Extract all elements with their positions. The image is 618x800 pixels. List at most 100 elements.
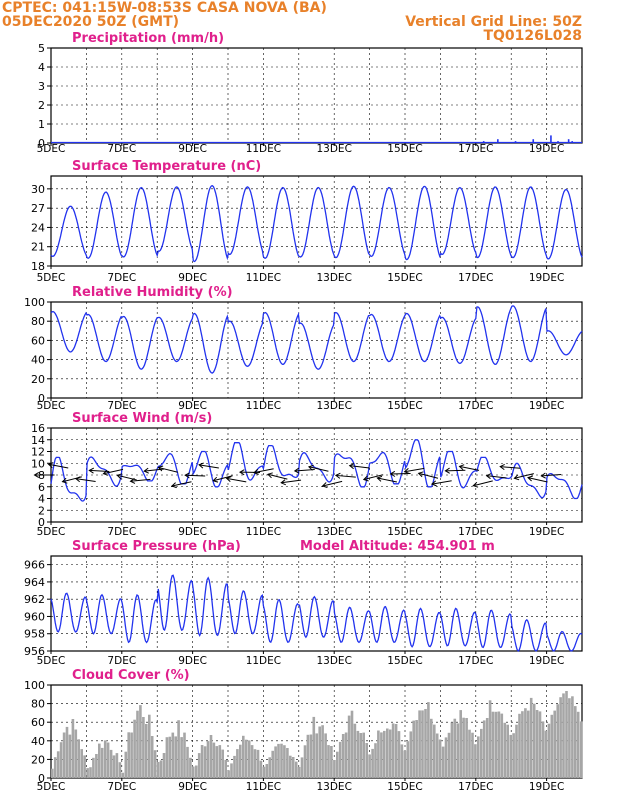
rh-xtick-label: 19DEC: [529, 400, 564, 412]
wind-arrowhead: [513, 474, 520, 481]
rh-xtick-label: 15DEC: [387, 400, 422, 412]
cloud-ytick-label: 60: [31, 716, 45, 729]
cloud-bar: [380, 732, 383, 778]
cloud-bar: [65, 726, 69, 778]
precip-xtick-label: 5DEC: [37, 143, 66, 155]
precip-ytick-label: 4: [38, 61, 45, 74]
wind-arrow: [158, 466, 178, 473]
rh-ytick-label: 100: [24, 296, 45, 309]
cloud-bar: [491, 711, 495, 778]
wind-arrowhead: [266, 472, 273, 479]
rh-ytick-label: 40: [31, 354, 45, 367]
precip-xtick-label: 13DEC: [316, 143, 351, 155]
cloud-bar: [482, 720, 486, 778]
wind-arrow: [130, 478, 151, 482]
temp-xtick-label: 9DEC: [178, 272, 207, 284]
wind-xtick-label: 15DEC: [387, 526, 422, 538]
precip-xtick-label: 7DEC: [107, 143, 136, 155]
cloud-bar: [368, 754, 371, 778]
cloud-bar: [518, 713, 521, 778]
temp-xtick-label: 7DEC: [107, 272, 136, 284]
cloud-bar: [394, 724, 398, 778]
cloud-bar: [524, 708, 527, 778]
wind-arrow: [527, 477, 548, 483]
cloud-bar: [294, 761, 298, 778]
wind-arrow: [431, 480, 452, 485]
wind-ytick-label: 4: [38, 493, 45, 506]
cloud-bar: [127, 732, 130, 778]
cloud-bar: [433, 724, 436, 778]
wind-arrowhead: [389, 470, 396, 477]
rh-title: Relative Humidity (%): [72, 285, 233, 300]
wind-ytick-label: 6: [38, 481, 45, 494]
cloud-bar: [124, 751, 128, 778]
cloud-bar: [274, 746, 277, 778]
pressure-xtick-label: 17DEC: [458, 655, 493, 667]
cloud-bar: [333, 760, 336, 778]
cloud-bar: [253, 749, 257, 778]
rh-xtick-label: 13DEC: [316, 400, 351, 412]
cloud-bar: [236, 749, 239, 778]
wind-arrowhead: [170, 482, 177, 489]
wind-arrow: [213, 475, 233, 482]
cloud-bar: [150, 736, 154, 778]
cloud-bar: [515, 724, 518, 778]
wind-arrow: [322, 480, 343, 487]
cloud-bar: [562, 693, 565, 778]
cloud-bar: [80, 749, 83, 778]
pressure-ytick-label: 964: [24, 576, 45, 589]
cloud-bar: [447, 732, 451, 778]
precip-ytick-label: 5: [38, 42, 45, 55]
cloud-bar: [291, 757, 295, 778]
wind-arrowhead: [403, 468, 410, 474]
temp-series-line: [50, 184, 583, 263]
cloud-bar: [336, 751, 339, 778]
cloud-bar: [430, 718, 433, 778]
cloud-bar: [362, 732, 365, 778]
cloud-bar: [556, 704, 559, 778]
cloud-bar: [136, 710, 139, 778]
vertical-grid-note: Vertical Grid Line: 50Z: [405, 14, 582, 30]
rh-xtick-label: 9DEC: [178, 400, 207, 412]
wind-arrow: [335, 474, 356, 478]
pressure-ytick-label: 966: [24, 559, 45, 572]
wind-arrow: [349, 465, 370, 469]
cloud-bar: [165, 737, 169, 778]
wind-xtick-label: 19DEC: [529, 526, 564, 538]
precip-ytick-label: 1: [38, 118, 45, 131]
cloud-bar: [283, 745, 286, 778]
cloud-bar: [327, 745, 330, 778]
cloud-bar: [215, 746, 219, 778]
cloud-bar: [371, 748, 374, 778]
cloud-bar: [92, 757, 95, 778]
precip-bar: [497, 139, 499, 143]
cloud-bar: [224, 759, 227, 778]
wind-arrowhead: [47, 462, 54, 468]
cloud-bar: [180, 737, 183, 778]
wind-arrow: [377, 477, 397, 483]
wind-arrowhead: [239, 469, 245, 476]
cloud-bar: [485, 718, 489, 778]
cloud-bar: [221, 749, 224, 778]
cloud-bar: [450, 722, 454, 778]
rh-ytick-label: 80: [31, 315, 45, 328]
wind-arrow: [253, 468, 274, 474]
wind-xtick-label: 7DEC: [107, 526, 136, 538]
cloud-bar: [397, 731, 401, 778]
wind-arrowhead: [430, 480, 437, 487]
wind-arrowhead: [61, 477, 68, 484]
cloud-bar: [421, 710, 424, 778]
cloud-bar: [197, 753, 201, 778]
cloud-title: Cloud Cover (%): [72, 668, 190, 683]
pressure-xtick-label: 19DEC: [529, 655, 564, 667]
temp-ytick-label: 30: [31, 183, 45, 196]
wind-arrow: [308, 466, 329, 472]
cloud-bar: [576, 711, 580, 778]
wind-xtick-label: 13DEC: [316, 526, 351, 538]
wind-title: Surface Wind (m/s): [72, 411, 212, 426]
cloud-bar: [153, 750, 157, 778]
pressure-xtick-label: 5DEC: [37, 655, 66, 667]
cloud-bar: [409, 731, 413, 778]
wind-arrowhead: [293, 467, 300, 474]
